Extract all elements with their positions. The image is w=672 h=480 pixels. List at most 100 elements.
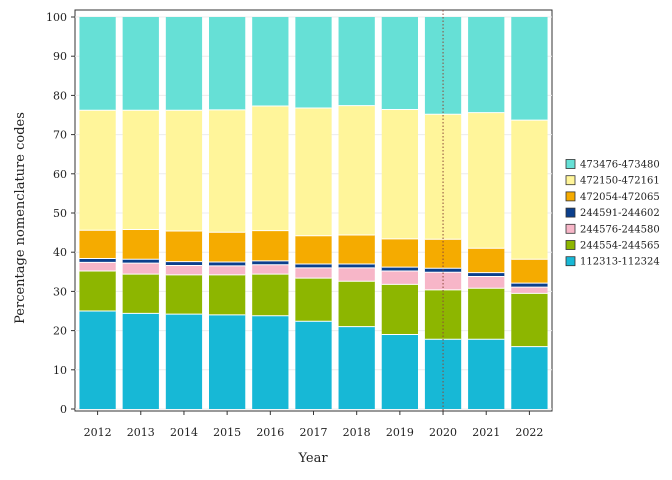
bar-segment (468, 112, 505, 249)
legend-entry-label: 244576-244580 (580, 224, 660, 235)
bar-segment (165, 265, 203, 275)
bar-segment (295, 17, 332, 108)
y-tick-label: 50 (53, 207, 67, 220)
x-tick-label: 2020 (429, 426, 457, 439)
bar-segment (79, 311, 116, 409)
legend: 473476-473480 472150-472161 472054-472065 2… (565, 159, 660, 268)
x-tick-label: 2018 (343, 426, 371, 439)
bar-segment (209, 17, 246, 110)
legend-entry-label: 244591-244602 (580, 208, 660, 219)
bar-segment (468, 272, 505, 277)
bar-segment (122, 263, 159, 275)
y-tick-label: 60 (53, 168, 67, 181)
bar-segment (122, 259, 159, 264)
legend-entry-label: 472054-472065 (580, 192, 660, 203)
bar-segment (79, 258, 116, 263)
y-tick-label: 0 (60, 403, 67, 416)
bar-segment (122, 274, 159, 314)
bar-segment (338, 326, 375, 409)
bar-segment (295, 267, 332, 279)
x-tick-label: 2016 (256, 426, 284, 439)
x-tick-label: 2014 (170, 426, 198, 439)
bar-segment (165, 274, 203, 315)
legend-swatch (565, 175, 576, 186)
bar-segment (381, 271, 418, 285)
y-tick-label: 70 (53, 129, 67, 142)
bar-segment (209, 265, 246, 275)
bar-segment (122, 17, 159, 111)
bar-segment (252, 274, 289, 316)
y-tick-label: 40 (53, 246, 67, 259)
bar-segment (209, 314, 246, 409)
x-tick-label: 2012 (84, 426, 112, 439)
bar-segment (381, 17, 418, 110)
x-tick-label: 2022 (515, 426, 543, 439)
bar-segment (79, 230, 116, 259)
bar-segment (511, 346, 548, 409)
x-axis-title: Year (297, 451, 328, 466)
bar-segment (165, 231, 203, 262)
x-tick-label: 2013 (127, 426, 155, 439)
bar-segment (468, 17, 505, 113)
bar-segment (338, 281, 375, 327)
bar-segment (511, 293, 548, 347)
y-tick-label: 80 (53, 89, 67, 102)
y-axis: 0 10 20 30 40 50 60 70 80 90 100 (46, 11, 75, 416)
legend-swatch (565, 207, 576, 218)
y-tick-label: 90 (53, 50, 67, 63)
x-axis: 2012 2013 2014 2015 2016 2017 2018 2019 2020 2021… (84, 411, 543, 439)
bar-segment (122, 229, 159, 260)
bar-segment (252, 105, 289, 231)
bar-segment (338, 234, 375, 264)
bar-segment (252, 230, 289, 261)
x-tick-label: 2019 (386, 426, 414, 439)
bar-segment (252, 17, 289, 106)
bar-segment (209, 274, 246, 315)
bar-segment (338, 105, 375, 235)
bar-segment (165, 261, 203, 266)
bar-segment (511, 17, 548, 121)
bar-segment (165, 17, 203, 111)
bar-segment (122, 313, 159, 409)
bar-segment (295, 107, 332, 236)
legend-swatch (565, 191, 576, 202)
bar-segment (295, 321, 332, 409)
legend-swatch (565, 223, 576, 234)
x-tick-label: 2017 (300, 426, 328, 439)
legend-entry-label: 473476-473480 (580, 160, 660, 171)
bar-segment (79, 271, 116, 311)
bar-segment (122, 110, 159, 230)
legend-entry-label: 112313-112324 (580, 257, 660, 268)
bar-segment (381, 334, 418, 409)
legend-swatch (565, 159, 576, 169)
bar-segment (511, 283, 548, 288)
y-tick-label: 30 (53, 285, 67, 298)
bar-segment (209, 109, 246, 233)
bar-stacks (79, 17, 548, 409)
bar-segment (468, 276, 505, 289)
bar-segment (338, 263, 375, 268)
bar-segment (381, 284, 418, 335)
legend-swatch (565, 256, 576, 267)
y-axis-title: Percentage nomenclature codes (13, 112, 28, 324)
bar-segment (511, 259, 548, 284)
bar-segment (295, 278, 332, 322)
bar-segment (468, 339, 505, 409)
legend-entry-label: 472150-472161 (580, 176, 660, 187)
bar-segment (252, 315, 289, 409)
bar-segment (209, 262, 246, 266)
bar-segment (511, 120, 548, 260)
bar-segment (165, 110, 203, 232)
bar-segment (79, 110, 116, 231)
bar-segment (381, 267, 418, 272)
y-tick-label: 10 (53, 364, 67, 377)
x-tick-label: 2021 (472, 426, 500, 439)
bar-segment (511, 287, 548, 294)
y-tick-label: 100 (46, 11, 67, 24)
bar-segment (79, 17, 116, 111)
bar-segment (381, 238, 418, 268)
bar-segment (424, 272, 462, 290)
bar-segment (424, 239, 462, 269)
bar-segment (252, 264, 289, 275)
bar-segment (209, 232, 246, 262)
